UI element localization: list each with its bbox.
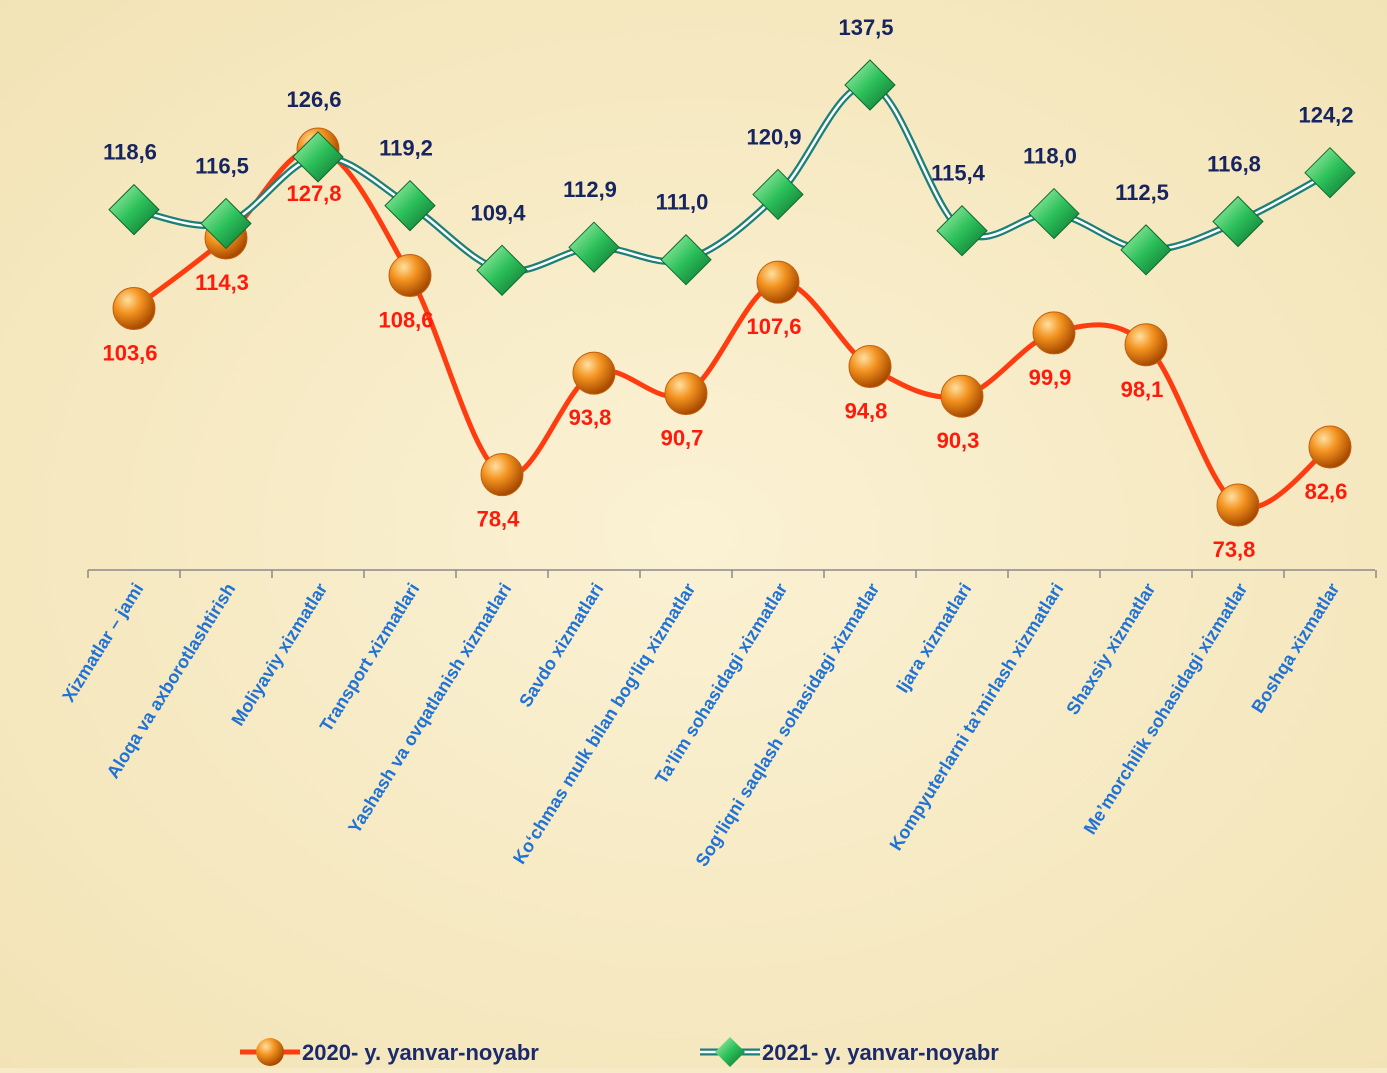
marker — [384, 179, 436, 232]
data-label: 90,7 — [661, 426, 704, 451]
data-label: 112,9 — [563, 177, 617, 202]
data-label: 94,8 — [845, 399, 888, 424]
marker — [1120, 224, 1172, 276]
data-label: 82,6 — [1305, 479, 1348, 504]
data-label: 98,1 — [1121, 377, 1164, 402]
legend-label: 2020- y. yanvar-noyabr — [302, 1040, 539, 1065]
data-label: 118,6 — [103, 140, 157, 165]
marker — [112, 287, 156, 331]
data-label: 111,0 — [656, 190, 709, 215]
marker — [1028, 187, 1080, 240]
marker — [848, 345, 892, 389]
data-label: 115,4 — [931, 161, 986, 186]
data-label: 93,8 — [569, 405, 612, 430]
marker — [1124, 323, 1168, 367]
data-label: 107,6 — [746, 314, 801, 339]
marker — [388, 254, 432, 298]
marker — [1304, 146, 1356, 199]
data-label: 90,3 — [937, 428, 980, 453]
data-label: 112,5 — [1115, 180, 1169, 205]
data-label: 127,8 — [286, 181, 341, 206]
marker — [568, 221, 620, 273]
marker — [940, 374, 984, 418]
marker — [756, 260, 800, 304]
data-label: 99,9 — [1029, 365, 1072, 390]
marker — [292, 131, 344, 183]
marker — [1216, 483, 1260, 527]
data-label: 108,6 — [378, 308, 433, 333]
marker — [660, 234, 712, 286]
data-label: 137,5 — [838, 15, 893, 40]
data-label: 73,8 — [1213, 537, 1256, 562]
legend-marker — [256, 1038, 284, 1066]
data-label: 103,6 — [102, 341, 157, 366]
data-label: 126,6 — [286, 87, 341, 112]
marker — [936, 205, 988, 257]
marker — [664, 372, 708, 416]
data-label: 119,2 — [379, 136, 433, 161]
data-label: 118,0 — [1023, 144, 1077, 169]
marker — [108, 183, 160, 236]
marker — [752, 168, 804, 221]
legend-marker — [715, 1037, 745, 1067]
legend-label: 2021- y. yanvar-noyabr — [762, 1040, 999, 1065]
data-label: 124,2 — [1298, 103, 1353, 128]
marker — [476, 244, 528, 296]
marker — [1032, 311, 1076, 355]
data-label: 109,4 — [470, 200, 526, 225]
data-label: 116,5 — [195, 153, 249, 178]
marker — [1308, 425, 1352, 469]
marker — [572, 351, 616, 395]
data-label: 120,9 — [746, 124, 801, 149]
marker — [200, 197, 252, 250]
data-label: 116,8 — [1207, 151, 1261, 176]
data-label: 78,4 — [477, 507, 521, 532]
data-label: 114,3 — [195, 270, 249, 295]
marker — [480, 453, 524, 497]
marker — [1212, 195, 1264, 248]
marker — [844, 59, 896, 111]
